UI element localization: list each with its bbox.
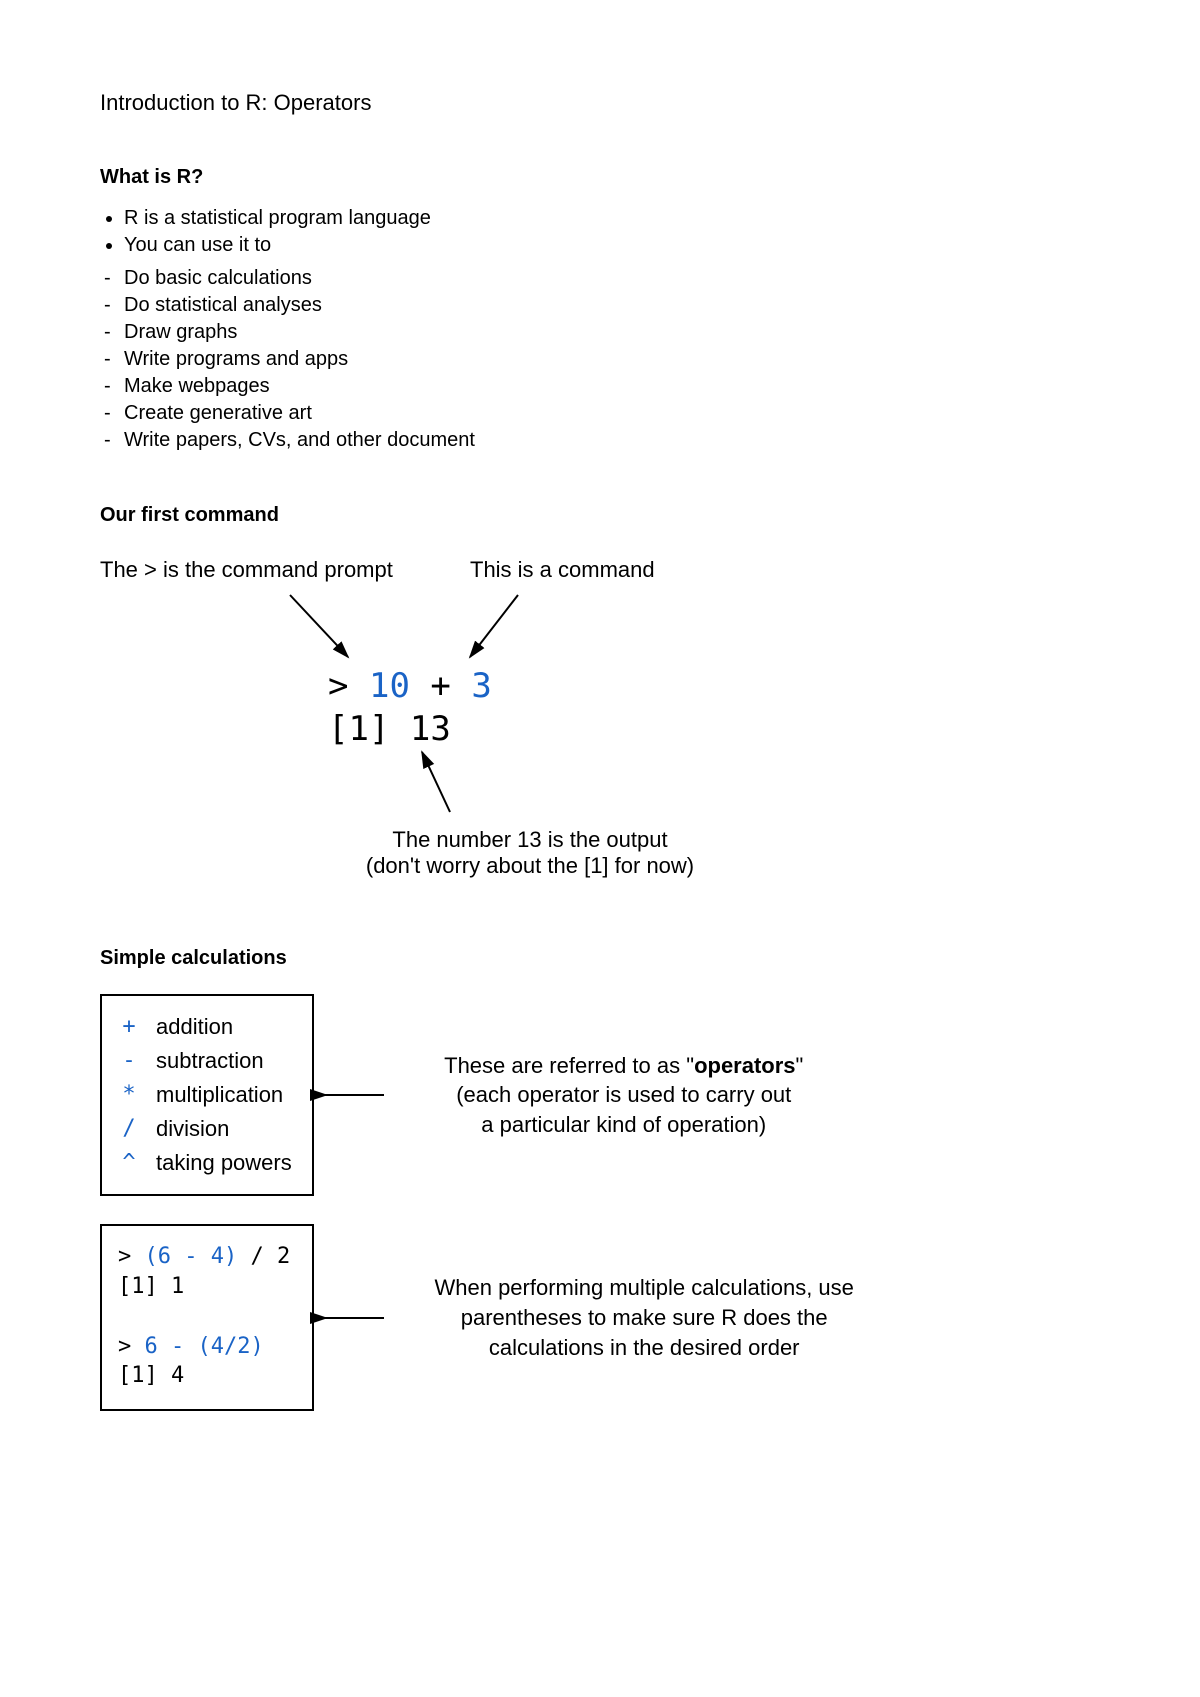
code-expr: (6 - 4) — [145, 1244, 238, 1269]
heading-what-is-r: What is R? — [100, 166, 1100, 189]
list-item: Make webpages — [104, 373, 1100, 400]
operator-symbol: / — [120, 1112, 138, 1146]
output-caption: The number 13 is the output (don't worry… — [280, 827, 780, 879]
code-number: 3 — [471, 666, 491, 706]
operator-symbol: ^ — [120, 1146, 138, 1180]
code-example: > 10 + 3 [1] 13 — [328, 665, 492, 750]
arrow-line — [290, 595, 348, 657]
code-output: [1] 4 — [118, 1363, 184, 1388]
operator-name: subtraction — [156, 1044, 264, 1078]
list-item: Write papers, CVs, and other document — [104, 427, 1100, 454]
code-prompt: > — [118, 1244, 145, 1269]
caption-line: The number 13 is the output — [280, 827, 780, 853]
doc-title: Introduction to R: Operators — [100, 90, 1100, 116]
code-operator: + — [430, 666, 450, 706]
page: Introduction to R: Operators What is R? … — [0, 0, 1200, 1697]
list-item: Create generative art — [104, 400, 1100, 427]
note-line: These are referred to as "operators" — [394, 1051, 854, 1081]
operators-box: + addition - subtraction * multiplicatio… — [100, 994, 314, 1196]
heading-simple-calc: Simple calculations — [100, 947, 1100, 970]
code-output-prefix: [1] — [328, 709, 389, 749]
operators-row: + addition - subtraction * multiplicatio… — [100, 994, 1100, 1196]
operator-row: / division — [120, 1112, 292, 1146]
note-line: (each operator is used to carry out — [394, 1080, 854, 1110]
list-item: You can use it to — [124, 232, 1100, 259]
code-prompt: > — [328, 666, 348, 706]
operator-name: taking powers — [156, 1146, 292, 1180]
heading-first-command: Our first command — [100, 504, 1100, 527]
code-number: 10 — [369, 666, 410, 706]
code-expr: 6 - — [145, 1334, 198, 1359]
operator-symbol: - — [120, 1044, 138, 1078]
operator-name: division — [156, 1112, 229, 1146]
operator-symbol: * — [120, 1078, 138, 1112]
first-command-diagram: The > is the command prompt This is a co… — [100, 557, 1000, 917]
list-item: Draw graphs — [104, 319, 1100, 346]
dash-list: Do basic calculations Do statistical ana… — [100, 265, 1100, 454]
operator-name: multiplication — [156, 1078, 283, 1112]
operator-row: ^ taking powers — [120, 1146, 292, 1180]
note-line: calculations in the desired order — [394, 1333, 894, 1363]
operator-row: - subtraction — [120, 1044, 292, 1078]
operator-row: * multiplication — [120, 1078, 292, 1112]
code-expr: / 2 — [237, 1244, 290, 1269]
caption-line: (don't worry about the [1] for now) — [280, 853, 780, 879]
arrow-left-icon — [314, 1085, 394, 1105]
list-item: R is a statistical program language — [124, 205, 1100, 232]
list-item: Write programs and apps — [104, 346, 1100, 373]
operators-note: These are referred to as "operators" (ea… — [394, 1051, 854, 1140]
note-line: a particular kind of operation) — [394, 1110, 854, 1140]
note-line: parentheses to make sure R does the — [394, 1303, 894, 1333]
operator-name: addition — [156, 1010, 233, 1044]
bullet-list: R is a statistical program language You … — [100, 205, 1100, 259]
code-output: 13 — [410, 709, 451, 749]
arrow-line — [470, 595, 518, 657]
operator-symbol: + — [120, 1010, 138, 1044]
code-expr: (4/2) — [197, 1334, 263, 1359]
code-prompt: > — [118, 1334, 145, 1359]
list-item: Do basic calculations — [104, 265, 1100, 292]
operator-row: + addition — [120, 1010, 292, 1044]
code-output: [1] 1 — [118, 1274, 184, 1299]
arrow-left-icon — [314, 1308, 394, 1328]
parentheses-row: > (6 - 4) / 2 [1] 1 > 6 - (4/2) [1] 4 Wh… — [100, 1224, 1100, 1410]
parentheses-note: When performing multiple calculations, u… — [394, 1273, 894, 1362]
arrow-line — [422, 752, 450, 812]
code-box: > (6 - 4) / 2 [1] 1 > 6 - (4/2) [1] 4 — [100, 1224, 314, 1410]
note-line: When performing multiple calculations, u… — [394, 1273, 894, 1303]
list-item: Do statistical analyses — [104, 292, 1100, 319]
